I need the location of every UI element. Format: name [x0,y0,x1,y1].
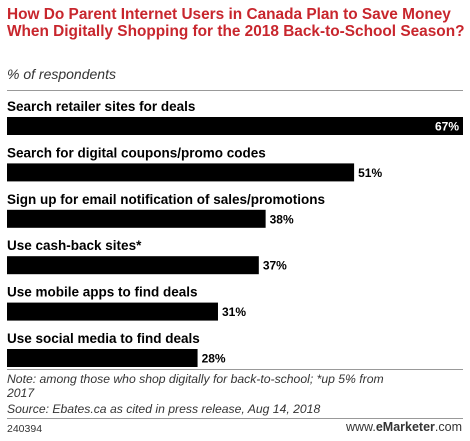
chart-subtitle: % of respondents [7,66,116,82]
brand-logo: www.eMarketer.com [346,420,462,434]
bar [7,163,355,182]
category-label: Use cash-back sites* [7,238,142,253]
category-label: Search for digital coupons/promo codes [7,145,266,160]
value-label: 28% [202,352,226,366]
category-label: Use social media to find deals [7,331,200,346]
category-label: Use mobile apps to find deals [7,285,198,300]
bar [7,209,266,228]
chart-id: 240394 [7,423,43,435]
value-label: 38% [270,212,294,226]
value-label: 37% [263,259,287,273]
value-label: 51% [358,166,382,180]
brand-name: eMarketer [375,420,435,434]
category-label: Search retailer sites for deals [7,99,195,114]
value-label: 67% [435,120,459,134]
bar [7,302,218,321]
bottom-divider [7,369,463,370]
value-label: 31% [222,305,246,319]
brand-prefix: www. [345,420,376,434]
note-line-1: Note: among those who shop digitally for… [7,372,384,386]
chart-title: How Do Parent Internet Users in Canada P… [7,6,465,40]
category-label: Sign up for email notification of sales/… [7,192,325,207]
brand-suffix: .com [434,420,462,434]
bar [7,256,259,275]
footer-divider [7,418,463,419]
source-note: Source: Ebates.ca as cited in press rele… [7,402,321,416]
bar [7,117,463,135]
note-line-2: 2017 [7,386,35,400]
top-divider [7,90,463,91]
bar [7,349,198,367]
